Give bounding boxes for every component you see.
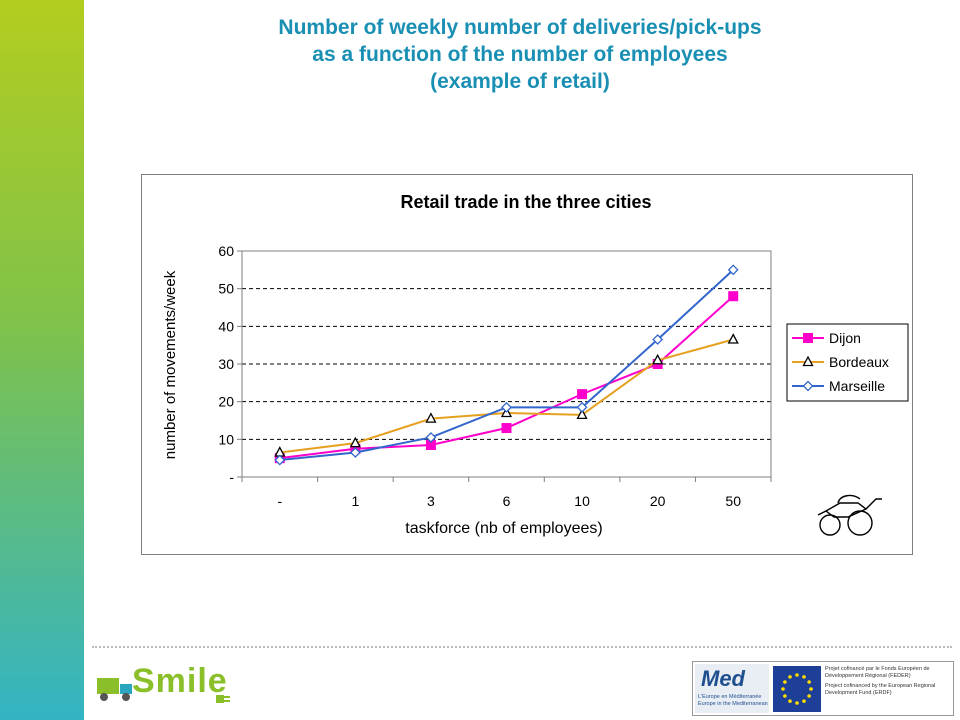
x-tick-label: 10 <box>574 493 590 509</box>
chart-frame: Retail trade in the three cities - 10 20 30… <box>141 174 913 555</box>
eu-star <box>788 675 792 679</box>
med-logo-subtitle: L'Europe en Méditerranée Europe in the M… <box>698 694 768 708</box>
med-subtitle-en: Europe in the Mediterranean <box>698 701 768 707</box>
data-point-dijon <box>501 423 512 434</box>
data-point-marseille <box>652 334 664 345</box>
eu-funding-text: Projet cofinancé par le Fonds Européen d… <box>825 666 953 697</box>
data-point-marseille <box>425 432 437 443</box>
data-point-marseille <box>501 401 512 413</box>
smile-logo: Smile <box>96 656 236 716</box>
eu-star <box>795 673 799 677</box>
x-tick-label: 20 <box>650 493 666 509</box>
eu-funding-text-en: Project cofinanced by the European Regio… <box>825 683 936 696</box>
y-tick-label: 30 <box>218 356 234 372</box>
data-point-marseille <box>274 454 286 466</box>
eu-star <box>802 699 806 703</box>
data-point-bordeaux <box>652 353 664 365</box>
med-logo-word: Med <box>701 666 745 691</box>
eu-star <box>802 675 806 679</box>
eu-star <box>783 680 787 684</box>
med-subtitle-fr: L'Europe en Méditerranée <box>698 694 762 700</box>
data-point-bordeaux <box>349 436 361 448</box>
legend-marker-dijon <box>803 333 813 343</box>
legend-marker-bordeaux <box>802 355 814 367</box>
legend-marker-marseille <box>802 380 814 392</box>
y-tick-label: - <box>229 469 234 485</box>
x-tick-label: 3 <box>427 493 435 509</box>
carriage-icon <box>817 494 882 536</box>
eu-star <box>788 699 792 703</box>
slide-title-line-1: Number of weekly number of deliveries/pi… <box>278 16 762 39</box>
data-point-dijon <box>577 389 588 400</box>
x-tick-label: - <box>277 493 282 509</box>
med-logo: Med L'Europe en Méditerranée Europe in t… <box>695 664 769 713</box>
line-chart: Retail trade in the three cities - 10 20 30… <box>162 192 909 537</box>
data-point-bordeaux <box>425 412 437 423</box>
left-accent-bar <box>0 0 84 720</box>
y-tick-label: 10 <box>218 431 234 447</box>
y-tick-label: 50 <box>218 281 234 297</box>
y-axis-label: number of movements/week <box>162 270 179 459</box>
eu-flag-icon <box>773 666 821 712</box>
slide-title-line-3: (example of retail) <box>430 70 610 93</box>
eu-star <box>795 701 799 705</box>
legend: Dijon Bordeaux Marseille <box>786 323 909 402</box>
y-tick-label: 40 <box>218 318 234 334</box>
eu-funding-text-fr: Projet cofinancé par le Fonds Européen d… <box>825 666 930 679</box>
slide-title: Number of weekly number of deliveries/pi… <box>150 14 890 95</box>
plug-icon <box>216 695 230 703</box>
data-point-marseille <box>576 401 588 413</box>
data-point-dijon <box>728 291 739 302</box>
eu-star <box>807 680 811 684</box>
data-point-marseille <box>727 264 739 276</box>
slide-title-line-2: as a function of the number of employees <box>312 43 728 66</box>
series-line-dijon <box>279 295 734 460</box>
y-tick-label: 20 <box>218 394 234 410</box>
x-tick-label: 50 <box>725 493 741 509</box>
legend-label-marseille: Marseille <box>829 378 885 394</box>
x-tick-label: 6 <box>503 493 511 509</box>
data-point-bordeaux <box>576 408 588 420</box>
truck-icon <box>97 678 132 701</box>
footer-dotted-divider <box>92 646 952 648</box>
legend-label-dijon: Dijon <box>829 330 861 346</box>
smile-logo-text: Smile <box>132 662 228 700</box>
eu-star <box>781 687 785 691</box>
data-point-marseille <box>349 447 361 458</box>
eu-funding-banner: Med L'Europe en Méditerranée Europe in t… <box>692 661 954 716</box>
data-point-bordeaux <box>727 333 739 344</box>
chart-title: Retail trade in the three cities <box>400 192 651 212</box>
legend-label-bordeaux: Bordeaux <box>829 354 889 370</box>
x-tick-label: 1 <box>351 493 359 509</box>
eu-star <box>809 687 813 691</box>
x-axis-label: taskforce (nb of employees) <box>405 520 602 537</box>
eu-star <box>783 694 787 698</box>
y-tick-label: 60 <box>218 243 234 259</box>
eu-star <box>807 694 811 698</box>
